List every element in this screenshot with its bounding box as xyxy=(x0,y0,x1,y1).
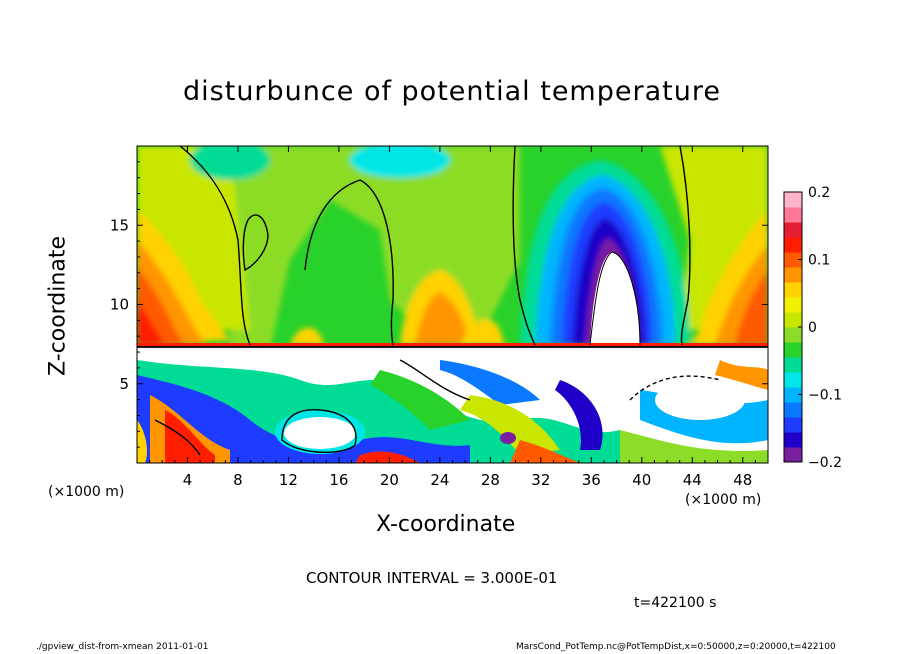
colorbar-swatch xyxy=(784,267,802,283)
x-tick-label: 44 xyxy=(683,471,702,489)
z-tick-label: 15 xyxy=(110,216,129,234)
x-tick-label: 4 xyxy=(183,471,193,489)
colorbar-swatch xyxy=(784,372,802,388)
colorbar-swatch xyxy=(784,297,802,313)
colorbar-swatch xyxy=(784,237,802,253)
x-tick-label: 8 xyxy=(233,471,243,489)
time-text: t=422100 s xyxy=(634,595,717,611)
contour-lines xyxy=(137,146,768,456)
colorbar-swatch xyxy=(784,342,802,358)
z-tick-label: 5 xyxy=(119,375,129,393)
x-tick-label: 36 xyxy=(582,471,601,489)
contour-interval-text: CONTOUR INTERVAL = 3.000E-01 xyxy=(306,569,558,587)
colorbar-swatch xyxy=(784,327,802,343)
x-tick-label: 48 xyxy=(733,471,752,489)
y-axis-label: Z-coordinate xyxy=(45,236,71,376)
colorbar-swatch xyxy=(784,417,802,433)
x-axis-label: X-coordinate xyxy=(376,512,516,537)
x-tick-label: 28 xyxy=(481,471,500,489)
x-tick-label: 16 xyxy=(329,471,348,489)
footer-left: ./gpview_dist-from-xmean 2011-01-01 xyxy=(36,642,209,652)
colorbar: −0.2 −0.1 0 0.1 0.2 xyxy=(783,185,842,471)
colorbar-swatch xyxy=(784,222,802,238)
z-axis: 5 10 15 xyxy=(110,161,768,448)
colorbar-swatch xyxy=(784,312,802,328)
colorbar-tick-label: 0 xyxy=(808,320,817,336)
x-unit-label-left: (×1000 m) xyxy=(48,484,125,500)
z-tick-label: 10 xyxy=(110,296,129,314)
x-tick-label: 32 xyxy=(531,471,550,489)
x-axis: 4 8 12 16 20 24 28 32 36 40 44 48 xyxy=(149,146,769,489)
colorbar-swatch xyxy=(784,207,802,223)
footer-right: MarsCond_PotTemp.nc@PotTempDist,x=0:5000… xyxy=(516,642,836,652)
colorbar-tick-label: 0.1 xyxy=(808,253,830,269)
x-tick-label: 20 xyxy=(380,471,399,489)
colorbar-tick-label: 0.2 xyxy=(808,185,830,201)
colorbar-tick-label: −0.2 xyxy=(808,455,842,471)
x-tick-label: 24 xyxy=(430,471,449,489)
chart-title: disturbunce of potential temperature xyxy=(183,76,721,107)
x-tick-label: 40 xyxy=(632,471,651,489)
colorbar-swatch xyxy=(784,447,802,463)
colorbar-tick-label: −0.1 xyxy=(808,388,842,404)
x-tick-label: 12 xyxy=(279,471,298,489)
colorbar-swatch xyxy=(784,387,802,403)
heatmap-field xyxy=(137,146,768,463)
colorbar-swatch xyxy=(784,252,802,268)
colorbar-swatch xyxy=(784,357,802,373)
colorbar-swatch xyxy=(784,432,802,448)
x-unit-label-right: (×1000 m) xyxy=(685,492,762,508)
colorbar-swatch xyxy=(784,282,802,298)
colorbar-swatch xyxy=(784,402,802,418)
colorbar-swatch xyxy=(784,192,802,208)
